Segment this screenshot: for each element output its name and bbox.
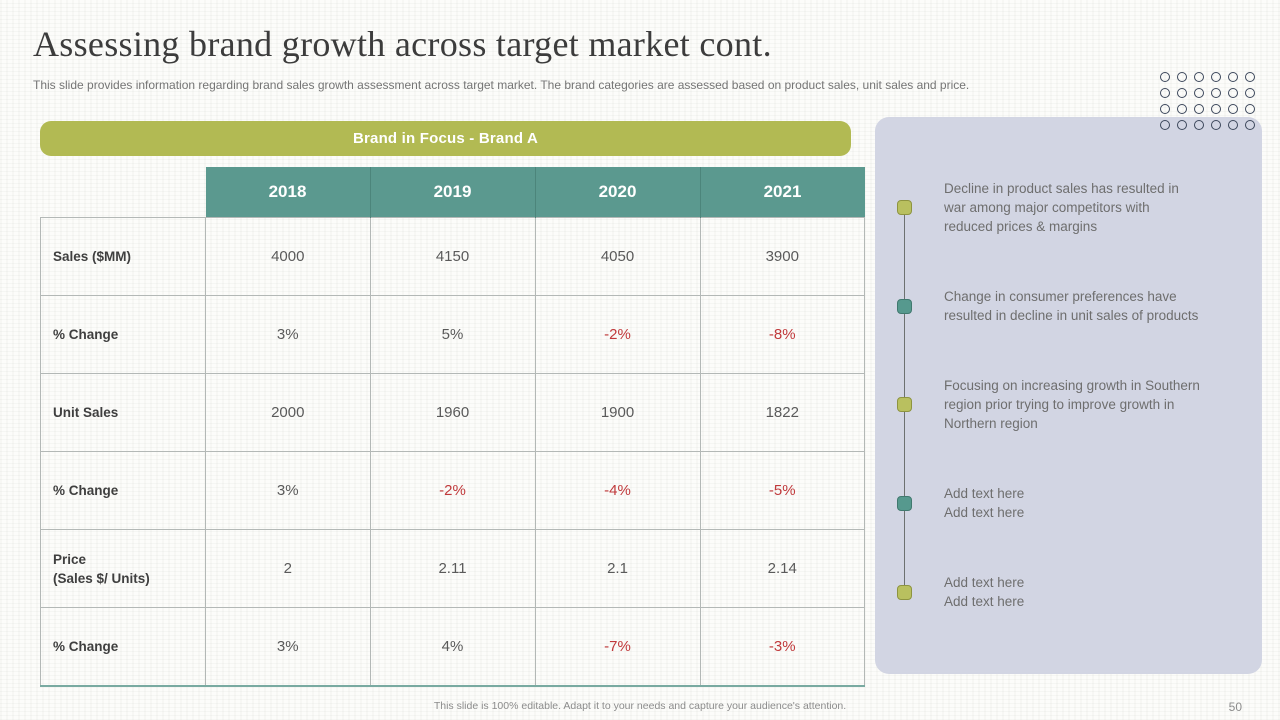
year-header: 2021 (700, 167, 865, 218)
table-cell: 4150 (369, 217, 536, 296)
table-cell: 2.11 (369, 529, 536, 608)
circle-dot-icon (1194, 88, 1204, 98)
table-cell: -8% (699, 295, 865, 374)
table-cell: 1960 (369, 373, 536, 452)
circle-dot-icon (1228, 120, 1238, 130)
bullet-text: Add text here Add text here (944, 575, 1025, 609)
circle-dot-icon (1160, 72, 1170, 82)
table-cell: 3% (205, 451, 371, 530)
circle-dot-icon (1228, 88, 1238, 98)
circle-dot-icon (1177, 104, 1187, 114)
year-header: 2018 (205, 167, 371, 218)
row-label: % Change (40, 451, 206, 530)
bullet-item: Add text here Add text here (875, 484, 1262, 522)
table-row: % Change 3% -2% -4% -5% (40, 451, 865, 530)
table-row: Price (Sales $/ Units) 2 2.11 2.1 2.14 (40, 529, 865, 608)
bullet-item: Add text here Add text here (875, 573, 1262, 611)
circle-dot-icon (1211, 72, 1221, 82)
bullet-item: Decline in product sales has resulted in… (875, 179, 1262, 236)
insights-panel: Decline in product sales has resulted in… (875, 117, 1262, 674)
bullet-marker-icon (897, 298, 912, 314)
banner-label: Brand in Focus - Brand A (352, 130, 539, 147)
bullet-marker-icon (897, 397, 912, 412)
circle-dot-icon (1228, 104, 1238, 114)
circle-dot-icon (1245, 104, 1255, 114)
circle-dot-icon (1194, 120, 1204, 130)
bullet-marker-icon (897, 495, 912, 511)
table-cell: -4% (534, 451, 701, 530)
year-header: 2020 (535, 167, 701, 218)
table-cell: 3% (205, 607, 371, 687)
table-cell: -3% (699, 607, 865, 687)
table-cell: 1900 (534, 373, 701, 452)
bullet-list: Decline in product sales has resulted in… (875, 179, 1262, 611)
corner-cell (41, 167, 206, 218)
table-cell: 2.14 (699, 529, 865, 608)
table-header-row: 2018 2019 2020 2021 (41, 167, 865, 218)
circle-dot-icon (1177, 88, 1187, 98)
table-cell: -5% (699, 451, 865, 530)
row-label: Price (Sales $/ Units) (40, 529, 206, 608)
row-label: Sales ($MM) (40, 217, 206, 296)
year-header: 2019 (370, 167, 536, 218)
circle-dot-icon (1194, 72, 1204, 82)
table-cell: -7% (534, 607, 701, 687)
page-title: Assessing brand growth across target mar… (33, 24, 772, 64)
table-row: % Change 3% 4% -7% -3% (40, 607, 865, 687)
circle-dot-icon (1245, 88, 1255, 98)
table-cell: 4% (369, 607, 536, 687)
bullet-text: Decline in product sales has resulted in… (944, 181, 1179, 234)
dot-grid-decoration (1160, 72, 1255, 130)
table-row: Sales ($MM) 4000 4150 4050 3900 (40, 217, 865, 296)
bullet-marker-icon (897, 200, 912, 215)
circle-dot-icon (1177, 120, 1187, 130)
table-cell: -2% (534, 295, 701, 374)
bullet-item: Focusing on increasing growth in Souther… (875, 376, 1262, 433)
slide-description: This slide provides information regardin… (33, 78, 970, 92)
brand-growth-table: 2018 2019 2020 2021 Sales ($MM) 4000 4150 4050… (40, 167, 865, 687)
table-cell: 3% (205, 295, 371, 374)
table-cell: 4000 (205, 217, 371, 296)
circle-dot-icon (1211, 120, 1221, 130)
bullet-text: Change in consumer preferences have resu… (944, 289, 1199, 323)
table-cell: 4050 (534, 217, 701, 296)
circle-dot-icon (1160, 88, 1170, 98)
table-cell: 2 (205, 529, 371, 608)
circle-dot-icon (1228, 72, 1238, 82)
table-cell: 2000 (205, 373, 371, 452)
row-label: % Change (40, 295, 206, 374)
table-cell: 1822 (699, 373, 865, 452)
footer-note: This slide is 100% editable. Adapt it to… (433, 700, 847, 712)
circle-dot-icon (1245, 72, 1255, 82)
page-number: 50 (1228, 700, 1242, 714)
circle-dot-icon (1160, 120, 1170, 130)
row-label: % Change (40, 607, 206, 687)
circle-dot-icon (1177, 72, 1187, 82)
row-label: Unit Sales (40, 373, 206, 452)
circle-dot-icon (1211, 88, 1221, 98)
table-cell: 3900 (699, 217, 865, 296)
table-row: % Change 3% 5% -2% -8% (40, 295, 865, 374)
circle-dot-icon (1160, 104, 1170, 114)
table-cell: 2.1 (534, 529, 701, 608)
table-cell: -2% (369, 451, 536, 530)
table-cell: 5% (369, 295, 536, 374)
bullet-text: Focusing on increasing growth in Souther… (944, 378, 1200, 431)
circle-dot-icon (1194, 104, 1204, 114)
bullet-item: Change in consumer preferences have resu… (875, 287, 1262, 325)
circle-dot-icon (1245, 120, 1255, 130)
table-row: Unit Sales 2000 1960 1900 1822 (40, 373, 865, 452)
bullet-text: Add text here Add text here (944, 486, 1025, 520)
bullet-marker-icon (897, 584, 912, 600)
brand-focus-banner: Brand in Focus - Brand A (40, 121, 851, 156)
circle-dot-icon (1211, 104, 1221, 114)
